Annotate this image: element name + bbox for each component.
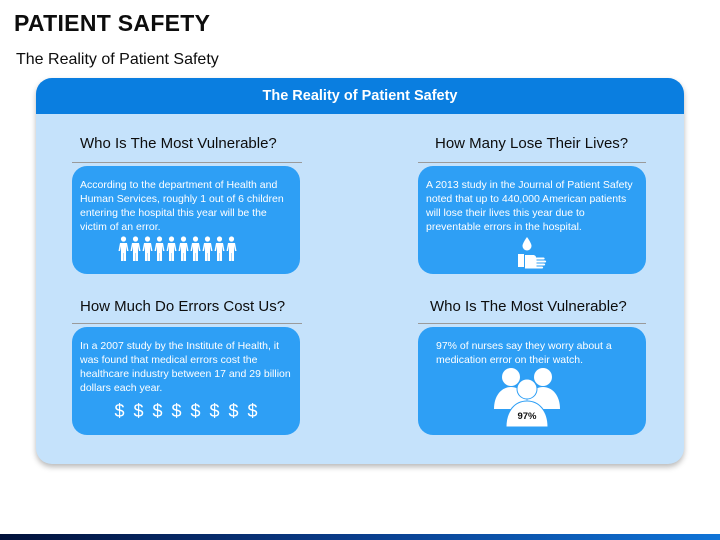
section-heading-vulnerable-children: Who Is The Most Vulnerable? xyxy=(80,135,277,152)
section-heading-vulnerable-nurses: Who Is The Most Vulnerable? xyxy=(430,298,627,315)
dollar-icon: $ xyxy=(190,401,201,421)
card-text: A 2013 study in the Journal of Patient S… xyxy=(426,179,633,233)
dollar-icon: $ xyxy=(152,401,163,421)
section-heading-lives-lost: How Many Lose Their Lives? xyxy=(435,135,629,152)
info-card-children: According to the department of Health an… xyxy=(72,166,300,274)
card-text: 97% of nurses say they worry about a med… xyxy=(436,340,612,366)
card-text: According to the department of Health an… xyxy=(80,179,284,233)
card-text: In a 2007 study by the Institute of Heal… xyxy=(80,340,291,394)
info-card-lives: A 2013 study in the Journal of Patient S… xyxy=(418,166,646,274)
people-row-icon xyxy=(118,236,237,262)
dollar-icon: $ xyxy=(171,401,182,421)
dollar-icon: $ xyxy=(247,401,258,421)
hand-drop-icon xyxy=(518,237,547,269)
dollar-signs-icon: $ $ $ $ $ $ $ $ xyxy=(110,401,262,422)
group-icon xyxy=(494,368,560,428)
footer-bar xyxy=(0,534,720,540)
content-panel: The Reality of Patient Safety Who Is The… xyxy=(36,78,684,464)
percentage-label: 97% xyxy=(517,411,537,422)
panel-header: The Reality of Patient Safety xyxy=(36,78,684,114)
dollar-icon: $ xyxy=(133,401,144,421)
dollar-icon: $ xyxy=(209,401,220,421)
dollar-icon: $ xyxy=(114,401,125,421)
slide-subtitle: The Reality of Patient Safety xyxy=(16,51,219,68)
divider xyxy=(418,323,646,324)
divider xyxy=(72,323,302,324)
slide-title: PATIENT SAFETY xyxy=(14,10,211,36)
section-heading-error-cost: How Much Do Errors Cost Us? xyxy=(80,298,286,315)
divider xyxy=(418,162,646,163)
info-card-cost: In a 2007 study by the Institute of Heal… xyxy=(72,327,300,435)
info-card-nurses: 97% of nurses say they worry about a med… xyxy=(418,327,646,435)
divider xyxy=(72,162,302,163)
dollar-icon: $ xyxy=(228,401,239,421)
